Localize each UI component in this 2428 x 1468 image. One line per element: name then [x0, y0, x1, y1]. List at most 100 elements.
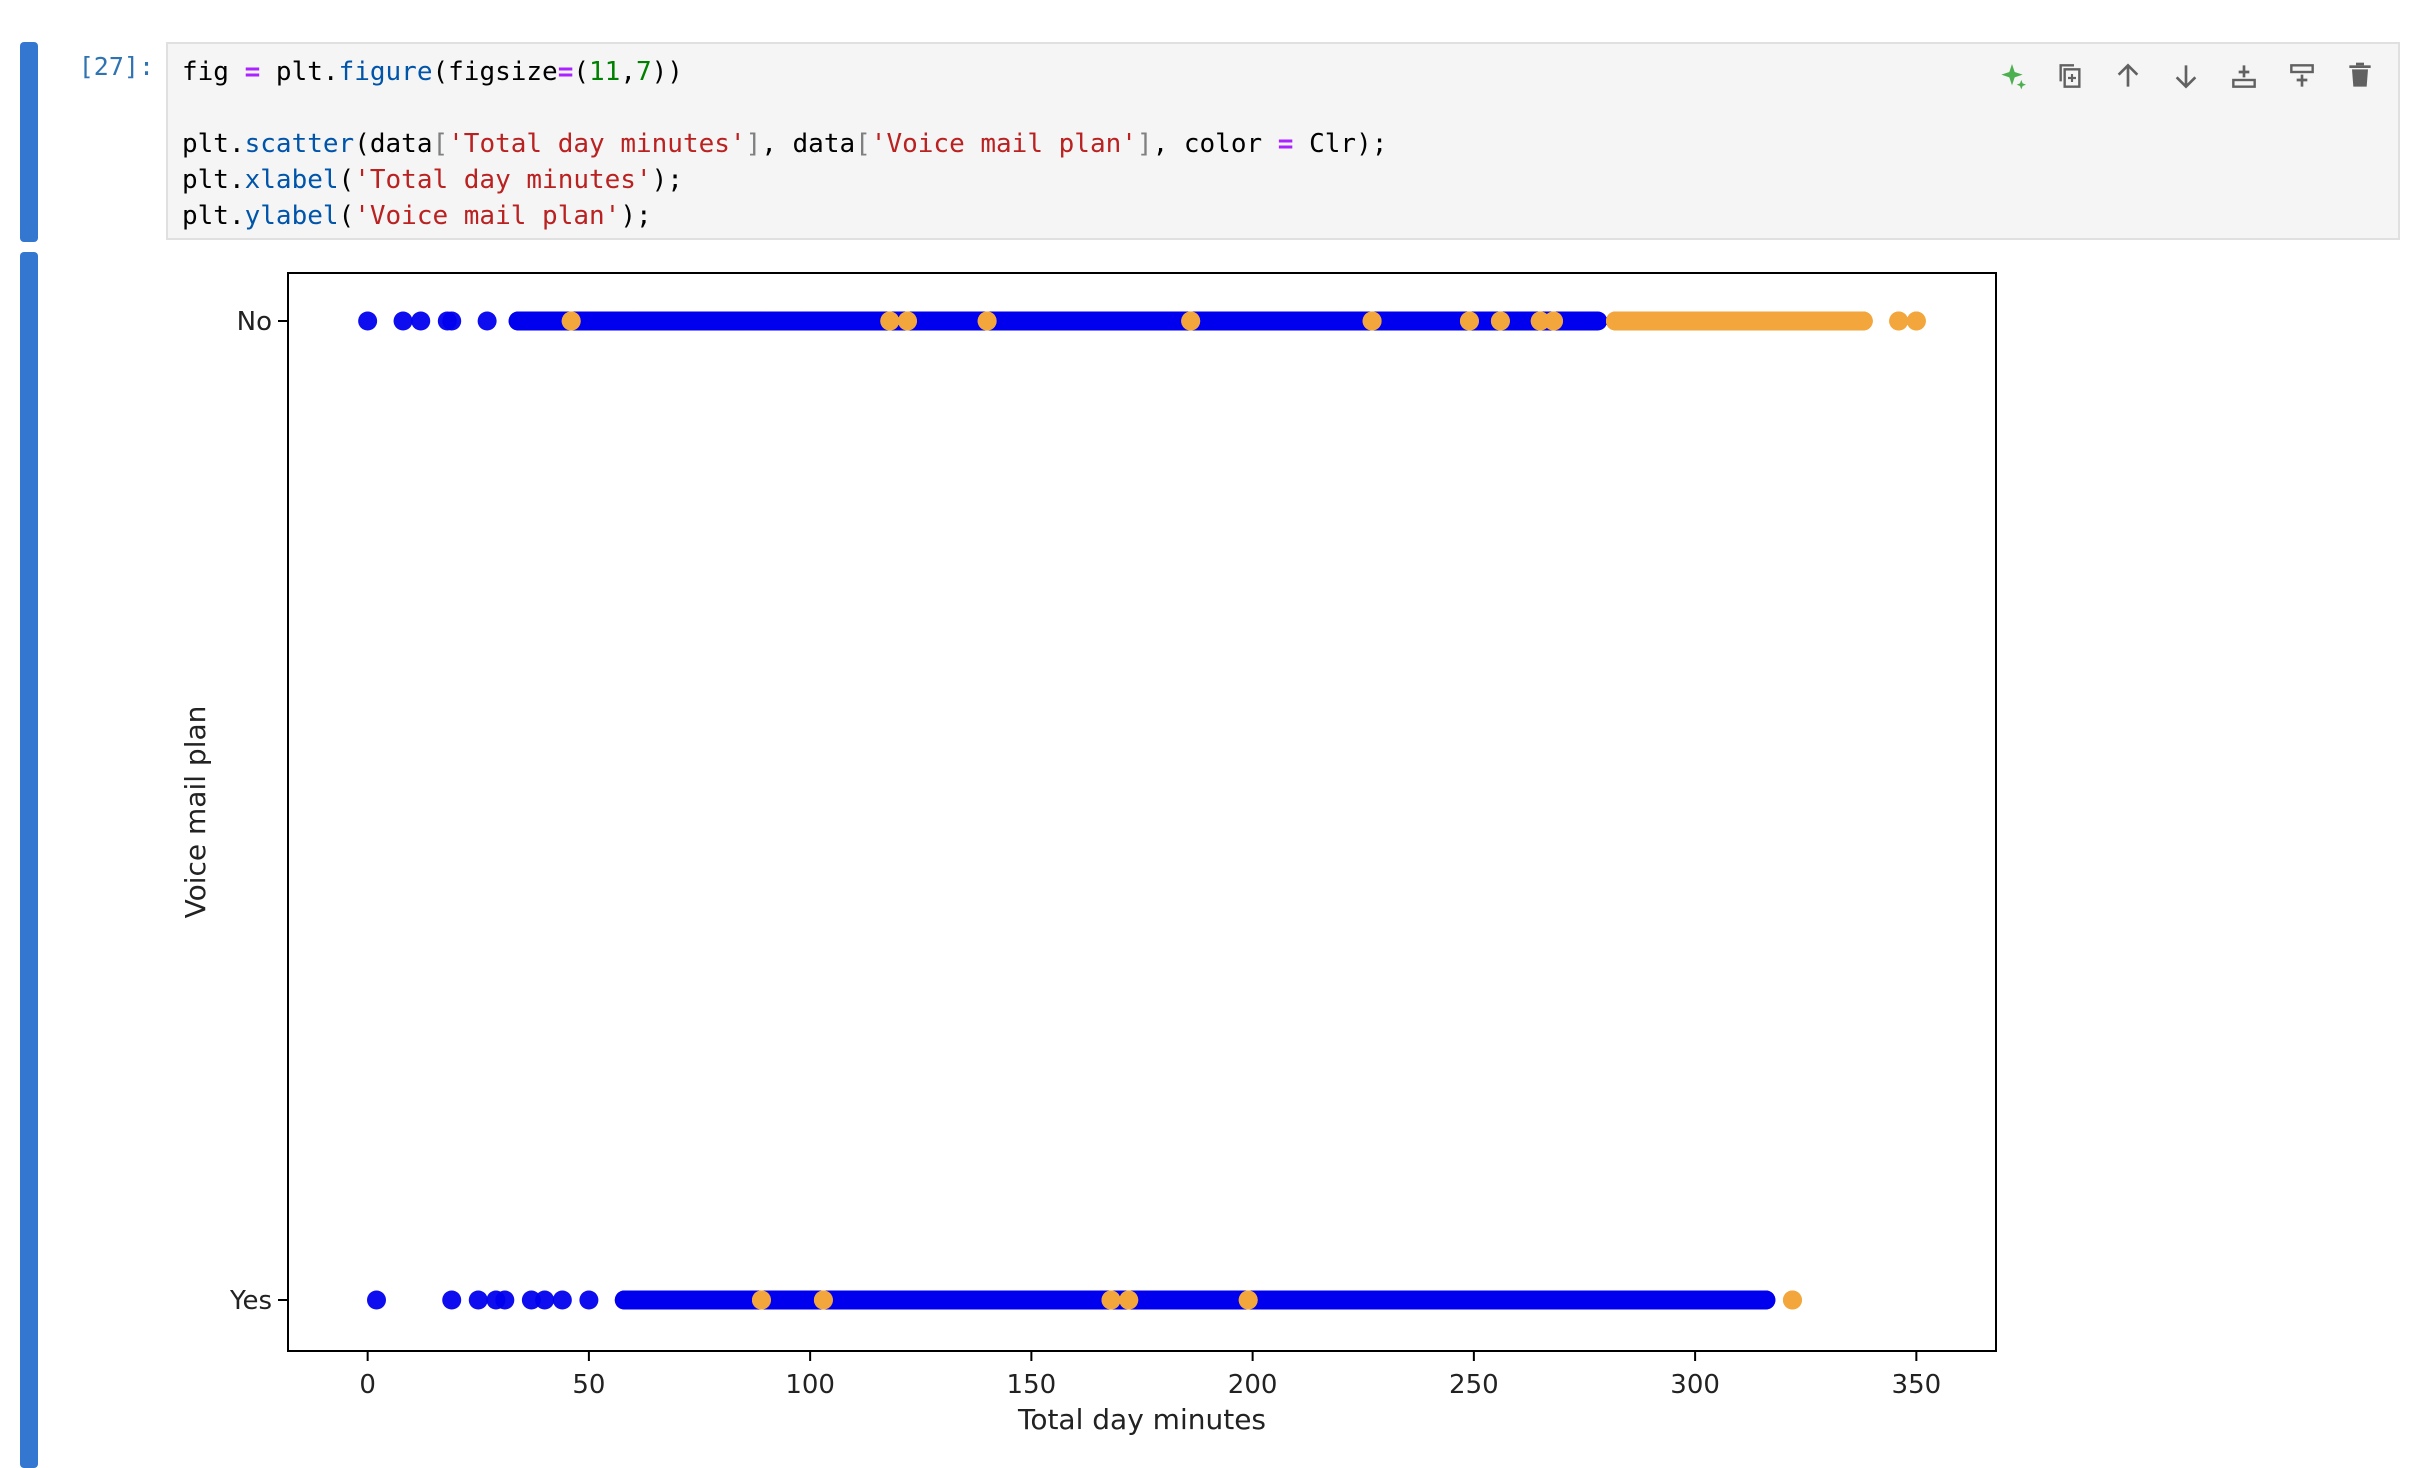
data-point [906, 1290, 926, 1310]
data-point [442, 311, 462, 331]
data-point [1574, 311, 1594, 331]
data-point [911, 311, 931, 331]
data-point [942, 311, 962, 331]
data-point [959, 1290, 979, 1310]
data-point [738, 1290, 758, 1310]
data-point [720, 1290, 740, 1310]
data-point [1428, 1290, 1448, 1310]
data-point [1136, 1290, 1156, 1310]
data-point [1190, 1290, 1210, 1310]
x-tick-label: 150 [1007, 1370, 1057, 1400]
data-point [1119, 1290, 1139, 1310]
data-point [813, 311, 833, 331]
code-token: (data [354, 129, 433, 159]
data-point [933, 1290, 953, 1310]
data-point [756, 311, 776, 331]
data-point [1216, 1290, 1236, 1310]
data-point [867, 311, 887, 331]
scatter-chart: 0 50 100 150 200 250 300 350 Yes No Total day minu… [179, 272, 1997, 1436]
code-token: = [1277, 129, 1294, 159]
move-up-button[interactable] [2106, 54, 2150, 98]
code-token: ); [651, 165, 683, 195]
code-editor[interactable]: fig = plt.figure(figsize=(11,7)) plt.scat… [166, 42, 2400, 240]
data-point [411, 311, 431, 331]
data-point [685, 1290, 705, 1310]
data-point [853, 1290, 873, 1310]
data-point [924, 311, 944, 331]
data-point [853, 311, 873, 331]
code-line: plt.ylabel('Voice mail plan'); [182, 198, 1387, 234]
code-token: scatter [244, 129, 355, 159]
duplicate-cell-button[interactable] [2048, 54, 2092, 98]
code-token: (figsize [432, 57, 558, 87]
data-point [1734, 1290, 1754, 1310]
x-tick-label: 200 [1228, 1370, 1278, 1400]
code-token: ylabel [244, 201, 339, 231]
data-point [751, 1290, 771, 1310]
x-tick-label: 250 [1449, 1370, 1499, 1400]
data-point [1013, 1290, 1033, 1310]
code-token: 'Total day minutes' [448, 129, 746, 159]
data-point [1132, 311, 1152, 331]
data-point [897, 311, 917, 331]
code-token: plt. [260, 57, 339, 87]
ai-assist-button[interactable] [1990, 54, 2034, 98]
data-point [725, 311, 745, 331]
x-tick-label: 350 [1892, 1370, 1942, 1400]
code-token: 'Total day minutes' [354, 165, 652, 195]
data-point [1721, 1290, 1741, 1310]
data-point [1707, 1290, 1727, 1310]
data-point [703, 1290, 723, 1310]
cell-toolbar [1990, 54, 2382, 98]
data-point [1756, 1290, 1776, 1310]
data-point [1265, 311, 1285, 331]
code-token: plt. [182, 165, 245, 195]
data-point [645, 311, 665, 331]
code-token: ] [1136, 129, 1153, 159]
code-token: ( [573, 57, 590, 87]
data-point [623, 1290, 643, 1310]
data-point [1044, 311, 1064, 331]
code-line: fig = plt.figure(figsize=(11,7)) [182, 54, 1387, 90]
output-selection-bar[interactable] [20, 252, 38, 1468]
move-up-icon [2117, 63, 2139, 87]
data-point [1459, 311, 1479, 331]
data-point [1265, 1290, 1285, 1310]
data-point [1694, 1290, 1714, 1310]
move-down-button[interactable] [2164, 54, 2208, 98]
data-point [1309, 311, 1329, 331]
code-token: 'Voice mail plan' [870, 129, 1137, 159]
data-point [579, 1290, 599, 1310]
data-point [1561, 1290, 1581, 1310]
data-point [1021, 311, 1041, 331]
insert-above-button[interactable] [2222, 54, 2266, 98]
code-text[interactable]: fig = plt.figure(figsize=(11,7)) plt.scat… [182, 54, 1387, 234]
data-point [1535, 1290, 1555, 1310]
data-point [650, 1290, 670, 1310]
code-token: plt. [182, 129, 245, 159]
data-point [690, 311, 710, 331]
duplicate-cell-icon [2059, 64, 2081, 88]
data-point [636, 1290, 656, 1310]
data-point [1473, 311, 1493, 331]
data-point [880, 311, 900, 331]
data-point [561, 311, 581, 331]
data-point [521, 311, 541, 331]
data-point [1375, 311, 1395, 331]
data-point [1296, 1290, 1316, 1310]
data-point [358, 311, 378, 331]
delete-cell-button[interactable] [2338, 54, 2382, 98]
insert-above-icon [2232, 65, 2256, 88]
code-line: plt.xlabel('Total day minutes'); [182, 162, 1387, 198]
insert-below-button[interactable] [2280, 54, 2324, 98]
data-point [813, 1290, 833, 1310]
code-token: fig [182, 57, 245, 87]
data-point [632, 311, 652, 331]
cell-selection-bar[interactable] [20, 42, 38, 242]
data-point [1243, 311, 1263, 331]
data-point [1681, 1290, 1701, 1310]
data-point [1420, 311, 1440, 331]
code-token: ( [338, 201, 355, 231]
data-point [977, 311, 997, 331]
x-tick-label: 0 [359, 1370, 376, 1400]
